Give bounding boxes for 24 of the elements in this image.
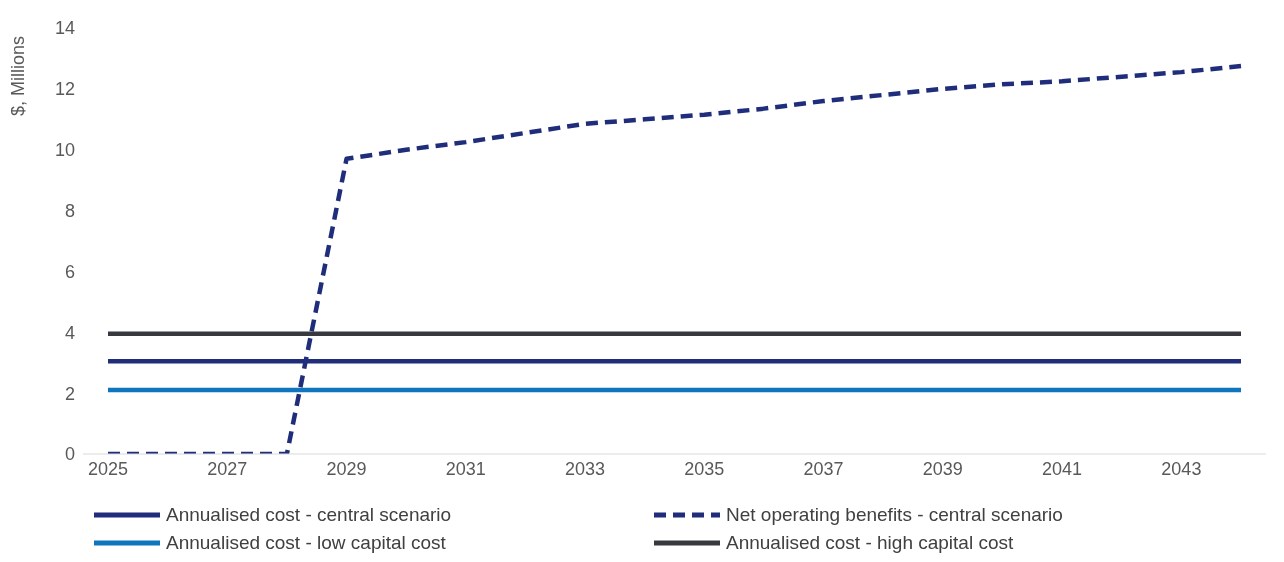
legend-label: Annualised cost - central scenario xyxy=(166,504,452,526)
y-tick-label: 12 xyxy=(54,79,75,100)
legend-label: Annualised cost - low capital cost xyxy=(166,532,446,554)
y-tick-label: 2 xyxy=(64,383,75,404)
x-tick-label: 2027 xyxy=(207,458,248,479)
line-series xyxy=(105,63,1244,454)
x-tick-label: 2031 xyxy=(445,458,486,479)
x-tick-label: 2039 xyxy=(922,458,963,479)
x-tick-label: 2043 xyxy=(1161,458,1202,479)
x-tick-label: 2041 xyxy=(1042,458,1083,479)
x-tick-label: 2035 xyxy=(684,458,725,479)
y-axis-title: $, Millions xyxy=(8,35,29,116)
y-tick-label: 6 xyxy=(64,261,75,282)
y-tick-label: 0 xyxy=(64,444,75,465)
y-tick-label: 10 xyxy=(54,140,75,161)
y-tick-label: 14 xyxy=(54,18,75,39)
y-tick-label: 8 xyxy=(64,200,75,221)
y-tick-label: 4 xyxy=(64,322,75,343)
legend-label: Net operating benefits - central scenario xyxy=(726,504,1063,526)
legend-label: Annualised cost - high capital cost xyxy=(726,532,1014,554)
x-tick-label: 2029 xyxy=(326,458,367,479)
x-tick-label: 2037 xyxy=(803,458,844,479)
x-tick-label: 2025 xyxy=(87,458,129,479)
x-tick-label: 2033 xyxy=(565,458,606,479)
